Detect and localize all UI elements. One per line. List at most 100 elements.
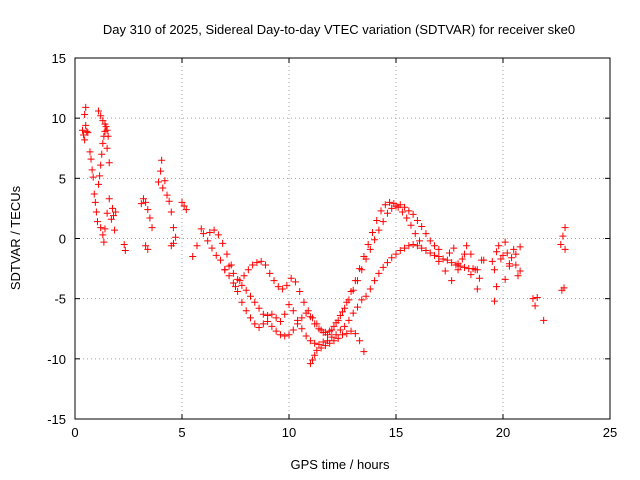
x-tick-label: 5 [178, 425, 185, 440]
data-point [326, 327, 334, 335]
data-point [356, 265, 364, 273]
data-point [232, 283, 239, 291]
data-point [272, 327, 280, 335]
data-point [281, 332, 289, 340]
data-point [83, 127, 91, 135]
data-point [311, 351, 319, 359]
data-point [371, 277, 379, 285]
data-point [289, 307, 297, 315]
data-point [108, 204, 116, 212]
data-point [321, 342, 329, 350]
data-point [353, 303, 361, 311]
data-point [98, 150, 106, 158]
data-point [244, 266, 252, 274]
data-point [137, 200, 145, 208]
y-axis-label: SDTVAR / TECUs [8, 185, 23, 290]
data-point [531, 302, 539, 310]
data-point [315, 340, 323, 348]
data-point [306, 337, 314, 345]
data-point [287, 274, 295, 282]
data-point [473, 285, 481, 293]
data-point [107, 215, 115, 223]
data-point [82, 121, 90, 129]
data-point [332, 331, 340, 339]
data-point [251, 320, 259, 328]
data-point [159, 184, 167, 192]
data-point [460, 263, 468, 271]
data-point [212, 251, 220, 259]
data-point [88, 166, 96, 174]
data-point [100, 238, 108, 246]
data-point [289, 326, 297, 334]
data-point [467, 250, 475, 258]
data-point [121, 247, 129, 255]
data-point [103, 209, 111, 217]
data-point [463, 242, 471, 250]
data-point [294, 320, 302, 328]
data-point [328, 333, 336, 341]
data-point [189, 253, 197, 261]
data-point [379, 218, 387, 226]
plot-area-frame [74, 57, 611, 420]
data-point [169, 239, 177, 247]
data-point [388, 254, 396, 262]
data-point [139, 195, 147, 203]
data-point [443, 256, 451, 264]
data-point [240, 272, 248, 280]
data-point [351, 330, 359, 338]
data-point [383, 209, 391, 217]
data-point [99, 139, 107, 147]
y-tick-label: -10 [47, 352, 66, 367]
data-point [501, 238, 509, 246]
data-point [238, 281, 246, 289]
axis-ticks: 0 5 10 15 20 25 -15 -10 -5 0 5 10 15 [47, 51, 617, 440]
data-point [386, 198, 394, 206]
data-point [296, 287, 304, 295]
data-point [339, 331, 346, 339]
data-point [99, 231, 107, 239]
data-point [480, 256, 488, 264]
data-point [105, 159, 113, 167]
data-point [182, 206, 190, 214]
data-point [351, 277, 359, 285]
data-point [313, 346, 321, 354]
data-point [291, 278, 299, 286]
data-point [309, 314, 317, 322]
data-point [422, 247, 430, 255]
data-point [501, 275, 509, 283]
data-point [264, 318, 272, 326]
data-point [360, 348, 368, 356]
data-point [309, 356, 317, 364]
data-point [497, 255, 505, 263]
data-point [95, 180, 103, 188]
data-point [317, 344, 325, 352]
data-point [229, 269, 237, 277]
x-tick-label: 25 [603, 425, 617, 440]
data-point [91, 198, 99, 206]
data-point [246, 292, 254, 300]
data-point [345, 316, 353, 324]
data-point [368, 228, 376, 236]
data-point [142, 198, 150, 206]
data-point [148, 224, 156, 232]
data-point [81, 136, 89, 144]
data-point [90, 190, 98, 198]
data-point [279, 285, 287, 293]
data-point [285, 331, 293, 339]
data-point [204, 237, 212, 245]
data-point [298, 325, 306, 333]
data-point [283, 281, 291, 289]
data-point [503, 249, 511, 257]
data-point [268, 322, 276, 330]
data-point [261, 261, 269, 269]
data-point [104, 132, 112, 140]
data-point [317, 326, 325, 334]
data-point [281, 310, 289, 318]
data-point [373, 216, 381, 224]
data-point [336, 326, 344, 334]
data-point [146, 214, 154, 222]
data-point [165, 197, 173, 205]
data-point [392, 250, 400, 258]
x-tick-label: 20 [496, 425, 510, 440]
data-point [490, 297, 498, 305]
